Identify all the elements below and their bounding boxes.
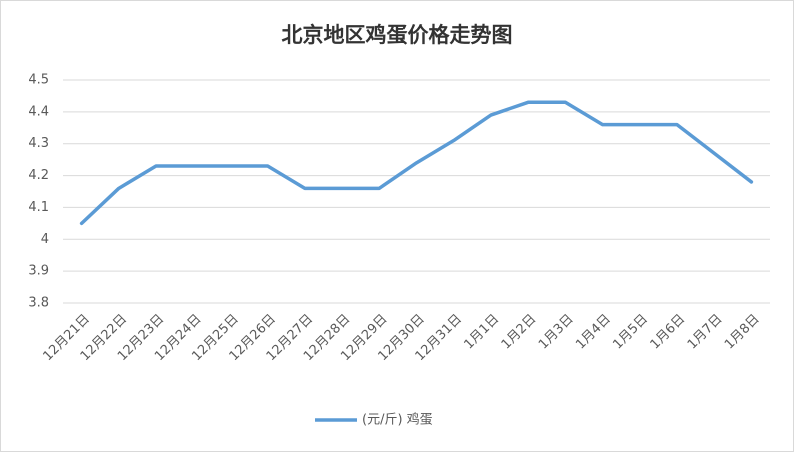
y-tick-label: 4.5 — [28, 73, 49, 88]
y-tick-label: 4.1 — [28, 200, 49, 215]
chart-title: 北京地区鸡蛋价格走势图 — [282, 23, 513, 47]
y-tick-label: 4.3 — [28, 136, 49, 151]
y-tick-label: 4 — [41, 232, 49, 247]
y-tick-label: 3.9 — [28, 264, 49, 279]
y-tick-label: 4.2 — [28, 168, 49, 183]
legend-label: (元/斤) 鸡蛋 — [362, 412, 433, 428]
y-tick-label: 3.8 — [28, 296, 49, 311]
y-tick-label: 4.4 — [28, 104, 49, 119]
line-series — [79, 100, 754, 226]
